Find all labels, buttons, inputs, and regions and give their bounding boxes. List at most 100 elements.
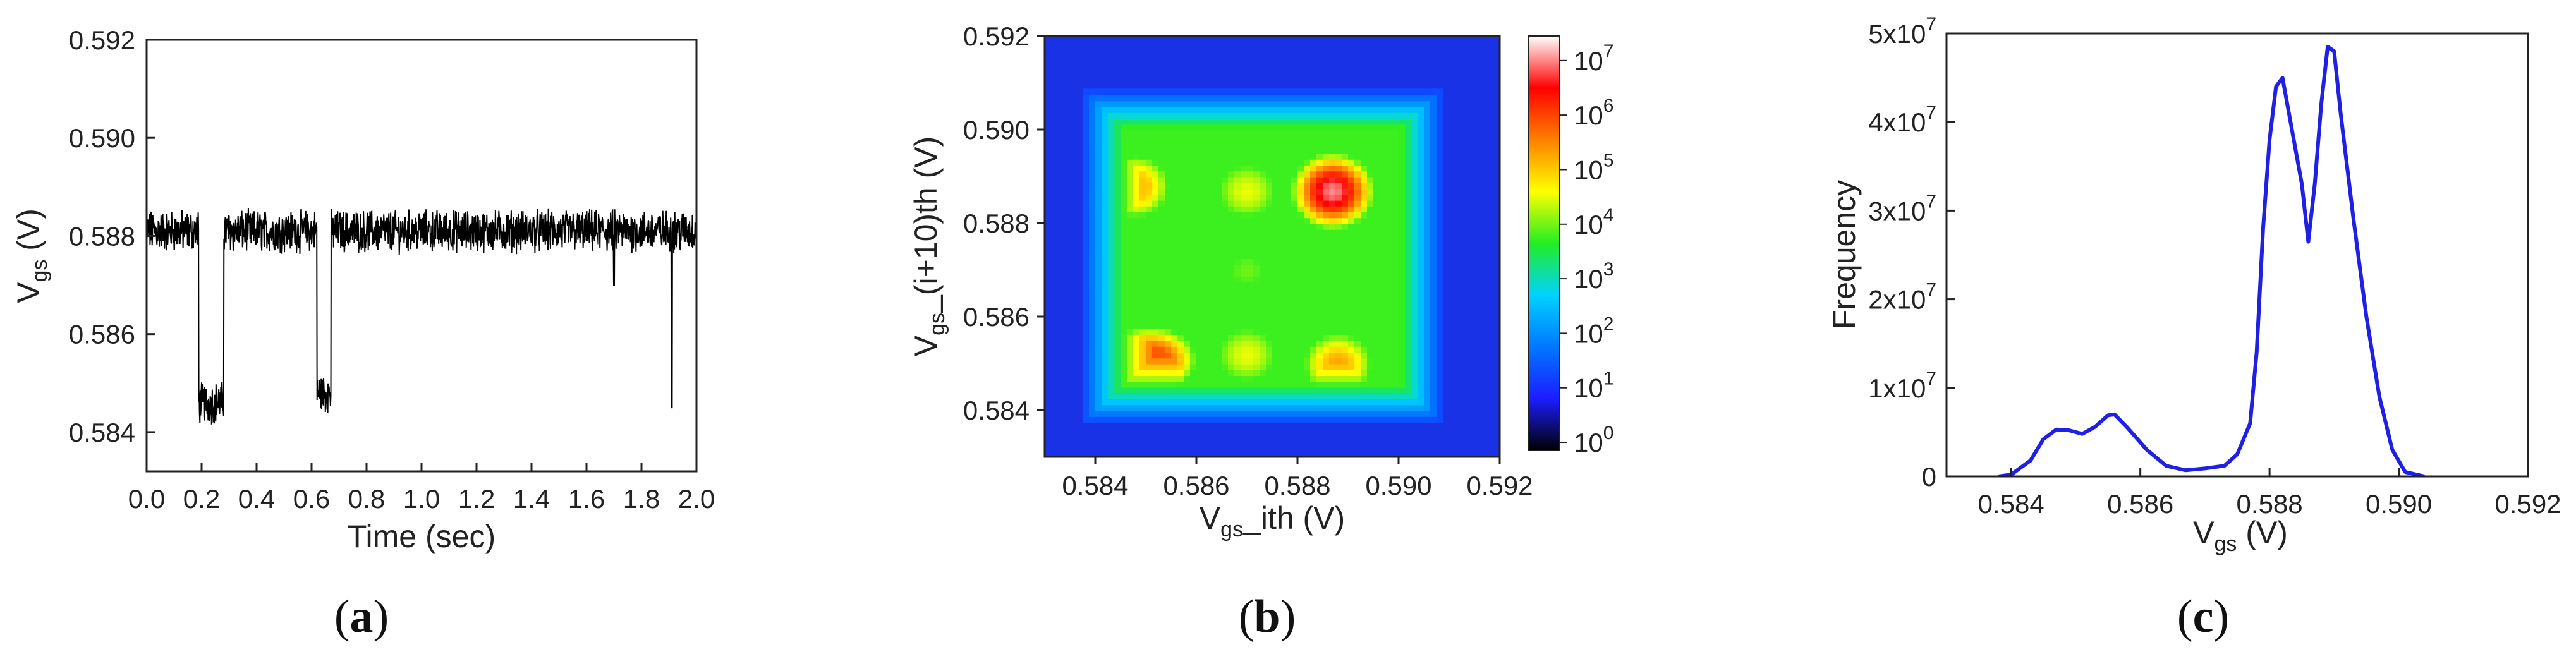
heatmap-cell bbox=[1152, 159, 1159, 166]
heatmap-cell bbox=[1430, 275, 1437, 283]
heatmap-cell bbox=[1399, 363, 1406, 370]
heatmap-cell bbox=[1297, 380, 1304, 388]
heatmap-cell bbox=[1373, 223, 1380, 230]
heatmap-cell bbox=[1215, 211, 1222, 219]
heatmap-cell bbox=[1361, 223, 1368, 230]
heatmap-cell bbox=[1121, 357, 1127, 365]
heatmap-cell bbox=[1304, 317, 1311, 323]
heatmap-cell bbox=[1348, 188, 1355, 195]
heatmap-cell bbox=[1222, 193, 1229, 201]
heatmap-cell bbox=[1165, 205, 1172, 212]
heatmap-cell bbox=[1234, 252, 1241, 259]
heatmap-cell bbox=[1247, 281, 1254, 289]
heatmap-cell bbox=[1291, 252, 1298, 259]
heatmap-cell bbox=[1190, 404, 1197, 411]
heatmap-cell bbox=[1158, 258, 1165, 265]
heatmap-cell bbox=[1139, 404, 1146, 411]
heatmap-cell bbox=[1095, 94, 1102, 102]
heatmap-cell bbox=[1367, 369, 1374, 377]
heatmap-cell bbox=[1335, 369, 1342, 377]
heatmap-cell bbox=[1171, 387, 1178, 394]
heatmap-cell bbox=[1316, 147, 1323, 154]
heatmap-cell bbox=[1373, 141, 1380, 148]
heatmap-cell bbox=[1241, 410, 1248, 417]
heatmap-cell bbox=[1297, 141, 1304, 148]
heatmap-cell bbox=[1354, 159, 1361, 166]
heatmap-cell bbox=[1177, 369, 1184, 377]
heatmap-cell bbox=[1342, 211, 1349, 219]
heatmap-cell bbox=[1380, 305, 1387, 312]
heatmap-cell bbox=[1304, 410, 1311, 417]
heatmap-cell bbox=[1083, 153, 1090, 160]
heatmap-cell bbox=[1241, 392, 1248, 399]
heatmap-cell bbox=[1266, 293, 1273, 300]
heatmap-cell bbox=[1165, 100, 1172, 107]
heatmap-cell bbox=[1139, 252, 1146, 259]
heatmap-cell bbox=[1361, 112, 1368, 119]
heatmap-cell bbox=[1127, 404, 1134, 411]
heatmap-cell bbox=[1291, 334, 1298, 341]
heatmap-cell bbox=[1342, 217, 1349, 224]
heatmap-cell bbox=[1171, 398, 1178, 406]
heatmap-cell bbox=[1222, 293, 1229, 300]
heatmap-cell bbox=[1083, 240, 1090, 248]
heatmap-cell bbox=[1089, 328, 1096, 336]
heatmap-cell bbox=[1291, 153, 1298, 160]
heatmap-cell bbox=[1297, 310, 1304, 318]
heatmap-cell bbox=[1260, 170, 1267, 178]
heatmap-cell bbox=[1247, 130, 1254, 136]
heatmap-cell bbox=[1196, 234, 1203, 242]
heatmap-cell bbox=[1430, 398, 1437, 406]
heatmap-cell bbox=[1392, 317, 1399, 323]
heatmap-cell bbox=[1127, 346, 1134, 353]
heatmap-cell bbox=[1323, 287, 1330, 294]
heatmap-cell bbox=[1177, 182, 1184, 190]
heatmap-cell bbox=[1342, 392, 1349, 399]
heatmap-cell bbox=[1133, 130, 1140, 136]
heatmap-cell bbox=[1114, 164, 1121, 172]
heatmap-cell bbox=[1424, 305, 1431, 312]
heatmap-cell bbox=[1222, 130, 1229, 136]
heatmap-cell bbox=[1373, 340, 1380, 347]
heatmap-cell bbox=[1386, 317, 1393, 323]
heatmap-cell bbox=[1102, 287, 1109, 294]
heatmap-cell bbox=[1437, 200, 1443, 207]
heatmap-cell bbox=[1095, 159, 1102, 166]
panel-a-label: (a) bbox=[334, 591, 389, 643]
heatmap-cell bbox=[1127, 147, 1134, 154]
heatmap-cell bbox=[1380, 147, 1387, 154]
heatmap-cell bbox=[1430, 200, 1437, 207]
heatmap-cell bbox=[1316, 176, 1323, 183]
heatmap-cell bbox=[1203, 135, 1210, 143]
heatmap-cell bbox=[1190, 164, 1197, 172]
heatmap-cell bbox=[1209, 346, 1216, 353]
heatmap-cell bbox=[1089, 293, 1096, 300]
heatmap-cell bbox=[1095, 322, 1102, 330]
heatmap-cell bbox=[1437, 153, 1443, 160]
heatmap-cell bbox=[1184, 340, 1191, 347]
heatmap-cell bbox=[1399, 328, 1406, 336]
heatmap-cell bbox=[1399, 410, 1406, 417]
heatmap-cell bbox=[1209, 159, 1216, 166]
panel-a-xtick-label: 1.2 bbox=[458, 484, 495, 514]
heatmap-cell bbox=[1279, 223, 1285, 230]
heatmap-cell bbox=[1348, 270, 1355, 277]
heatmap-cell bbox=[1266, 147, 1273, 154]
panel-a-xtick-label: 0.2 bbox=[183, 484, 220, 514]
heatmap-cell bbox=[1418, 118, 1425, 125]
heatmap-cell bbox=[1266, 252, 1273, 259]
panel-a-xtick-label: 2.0 bbox=[678, 484, 715, 514]
heatmap-cell bbox=[1310, 100, 1317, 107]
heatmap-cell bbox=[1348, 258, 1355, 265]
heatmap-cell bbox=[1310, 147, 1317, 154]
heatmap-cell bbox=[1285, 263, 1292, 271]
heatmap-cell bbox=[1108, 281, 1115, 289]
heatmap-cell bbox=[1291, 188, 1298, 195]
heatmap-cell bbox=[1133, 106, 1140, 113]
heatmap-cell bbox=[1323, 193, 1330, 201]
heatmap-cell bbox=[1373, 130, 1380, 136]
heatmap-cell bbox=[1133, 328, 1140, 336]
heatmap-cell bbox=[1228, 240, 1235, 248]
heatmap-cell bbox=[1310, 153, 1317, 160]
heatmap-cell bbox=[1139, 118, 1146, 125]
